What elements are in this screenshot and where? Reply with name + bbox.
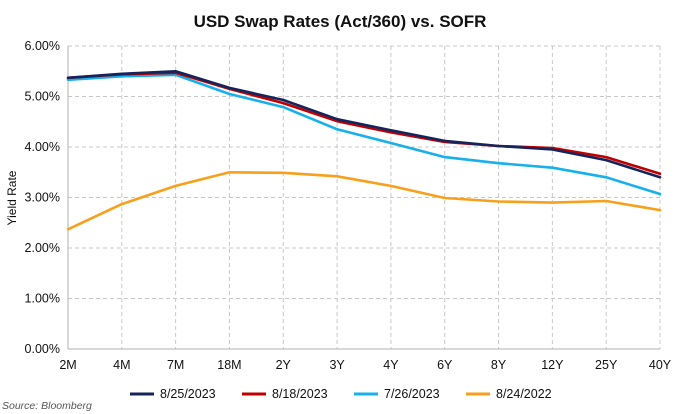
legend-label: 8/25/2023 <box>160 387 216 401</box>
chart-title: USD Swap Rates (Act/360) vs. SOFR <box>194 12 487 31</box>
y-tick-label: 5.00% <box>25 90 60 104</box>
y-tick-label: 0.00% <box>25 342 60 356</box>
legend-label: 8/24/2022 <box>496 387 552 401</box>
x-tick-label: 6Y <box>437 358 453 372</box>
x-tick-label: 18M <box>217 358 241 372</box>
source-note: Source: Bloomberg <box>2 400 92 412</box>
x-tick-label: 2Y <box>276 358 292 372</box>
series-line <box>66 171 662 231</box>
y-tick-label: 1.00% <box>25 292 60 306</box>
x-tick-label: 4M <box>113 358 130 372</box>
x-tick-label: 8Y <box>491 358 507 372</box>
legend: 8/25/2023 8/18/2023 7/26/2023 8/24/2022 <box>130 387 552 401</box>
legend-label: 8/18/2023 <box>272 387 328 401</box>
series-line <box>66 71 662 176</box>
y-tick-label: 4.00% <box>25 140 60 154</box>
axes: 0.00% 1.00% 2.00% 3.00% 4.00% 5.00% 6.00% 2M 4M 7… <box>25 39 672 372</box>
y-tick-label: 3.00% <box>25 191 60 205</box>
legend-label: 7/26/2023 <box>384 387 440 401</box>
y-axis-label: Yield Rate <box>5 170 19 225</box>
y-tick-label: 2.00% <box>25 241 60 255</box>
y-tick-label: 6.00% <box>25 39 60 53</box>
series-line <box>66 73 662 196</box>
series-lines <box>66 70 662 231</box>
gridlines <box>68 45 661 349</box>
x-tick-label: 12Y <box>541 358 564 372</box>
x-tick-label: 40Y <box>649 358 672 372</box>
x-tick-label: 25Y <box>595 358 618 372</box>
x-tick-label: 3Y <box>329 358 345 372</box>
series-line <box>66 70 662 179</box>
x-tick-label: 7M <box>167 358 184 372</box>
x-tick-label: 2M <box>59 358 76 372</box>
x-tick-label: 4Y <box>383 358 399 372</box>
